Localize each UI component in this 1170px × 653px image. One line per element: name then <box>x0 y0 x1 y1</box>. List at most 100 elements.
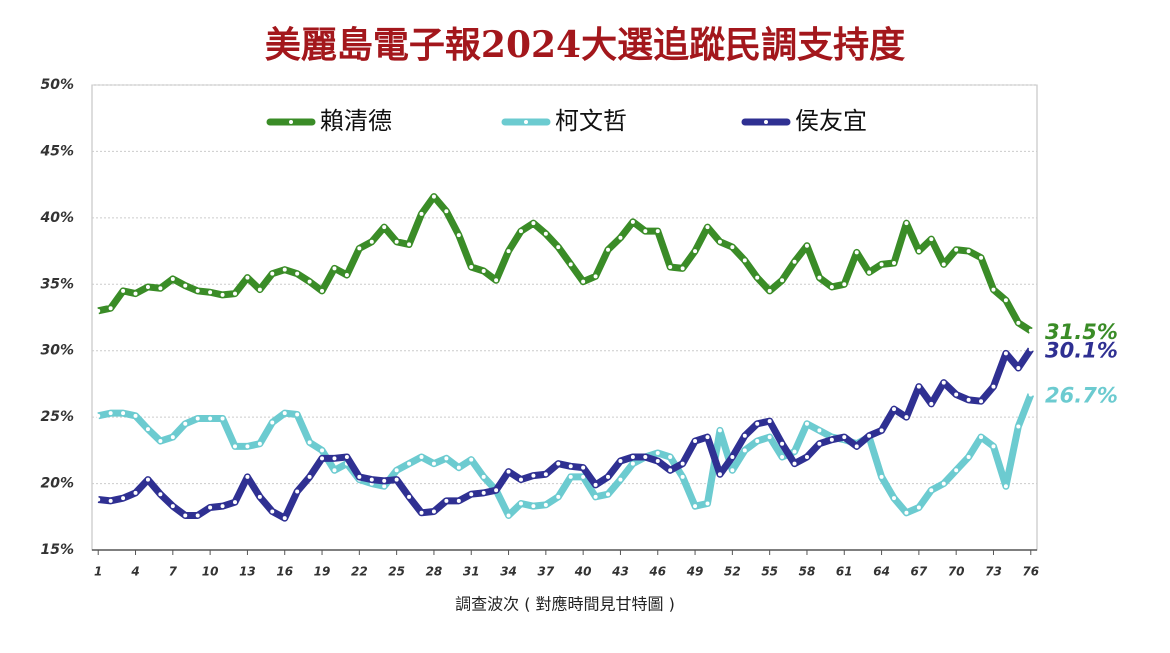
legend-marker <box>524 120 528 124</box>
point <box>854 250 859 255</box>
x-tick-label: 46 <box>648 565 666 579</box>
point <box>717 472 722 477</box>
point <box>643 455 648 459</box>
point <box>220 292 225 297</box>
point <box>357 246 362 251</box>
point <box>170 276 175 281</box>
point <box>257 494 262 499</box>
x-tick-label: 13 <box>239 565 256 579</box>
series-line <box>97 193 1033 334</box>
x-tick-label: 58 <box>799 565 816 579</box>
point <box>431 461 436 466</box>
point <box>606 492 611 497</box>
point <box>705 435 710 440</box>
point <box>108 306 113 311</box>
point <box>929 488 934 493</box>
point <box>183 421 188 426</box>
point <box>879 428 884 433</box>
point <box>593 494 598 499</box>
point <box>966 397 971 402</box>
point <box>232 444 237 449</box>
point <box>543 231 548 236</box>
y-tick-label: 15% <box>40 542 74 558</box>
point <box>295 412 300 417</box>
point <box>1016 424 1021 429</box>
point <box>369 477 374 482</box>
x-tick-label: 37 <box>537 565 554 579</box>
point <box>755 439 760 444</box>
point <box>717 428 722 433</box>
point <box>121 288 126 293</box>
point <box>108 411 113 416</box>
x-tick-label: 61 <box>836 565 853 579</box>
point <box>929 237 934 242</box>
x-tick-label: 16 <box>276 565 293 579</box>
point <box>394 239 399 244</box>
x-tick-label: 28 <box>426 565 443 579</box>
point <box>643 229 648 234</box>
point <box>357 474 362 479</box>
point <box>655 229 660 234</box>
point <box>556 461 561 466</box>
point <box>444 498 449 503</box>
point <box>158 492 163 497</box>
point <box>705 225 710 230</box>
point <box>257 287 262 292</box>
point <box>257 441 262 446</box>
point <box>941 380 946 385</box>
point <box>892 407 897 412</box>
point <box>680 461 685 466</box>
point <box>195 288 200 293</box>
point <box>543 472 548 477</box>
point <box>145 284 150 289</box>
point <box>431 194 436 199</box>
point <box>133 291 138 296</box>
point <box>307 474 312 479</box>
legend-label: 侯友宜 <box>795 107 867 135</box>
point <box>867 433 872 438</box>
point <box>332 456 337 461</box>
point <box>245 474 250 479</box>
point <box>183 513 188 518</box>
point <box>593 274 598 279</box>
point <box>145 427 150 432</box>
point <box>481 269 486 273</box>
x-tick-label: 73 <box>985 565 1002 579</box>
point <box>916 249 921 254</box>
point <box>121 411 126 416</box>
y-tick-label: 30% <box>40 343 74 359</box>
point <box>481 474 486 479</box>
point <box>606 247 611 252</box>
x-tick-label: 76 <box>1022 565 1039 579</box>
x-tick-label: 40 <box>574 565 592 579</box>
point <box>966 455 971 459</box>
point <box>183 283 188 288</box>
point <box>829 284 834 289</box>
point <box>158 286 163 291</box>
point <box>382 225 387 230</box>
point <box>320 448 325 453</box>
point <box>804 243 809 248</box>
point <box>581 465 586 470</box>
point <box>1003 351 1008 356</box>
point <box>979 435 984 440</box>
end-label: 30.1% <box>1045 338 1118 362</box>
point <box>431 509 436 514</box>
point <box>730 455 735 459</box>
y-tick-label: 50% <box>40 77 74 93</box>
point <box>407 494 412 499</box>
point <box>121 496 126 501</box>
point <box>780 278 785 283</box>
point <box>456 465 461 470</box>
point <box>494 488 499 493</box>
point <box>941 481 946 486</box>
point <box>344 272 349 277</box>
x-tick-label: 52 <box>724 565 741 579</box>
point <box>655 451 660 456</box>
point <box>705 501 710 506</box>
end-label: 26.7% <box>1045 384 1118 408</box>
point <box>842 435 847 440</box>
point <box>1003 484 1008 489</box>
point <box>991 384 996 389</box>
point <box>518 501 523 506</box>
